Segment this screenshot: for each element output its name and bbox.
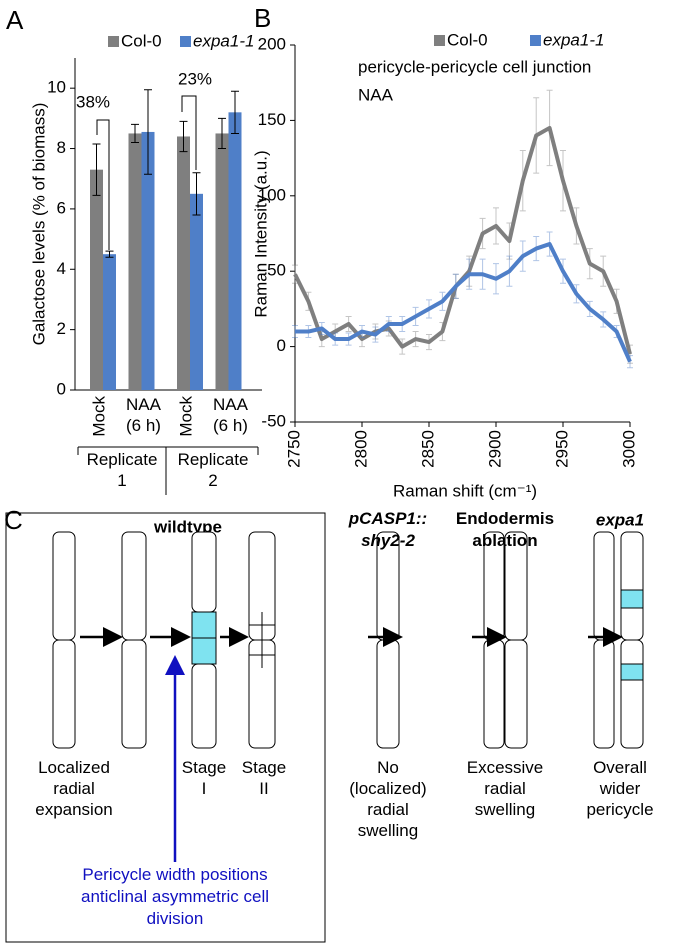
y-tick-label: 10 [47,78,66,97]
x-tick-label: 2750 [284,430,303,468]
cell-wall [249,612,275,668]
bracket [181,95,197,170]
caption: Excessive radial swelling [466,758,544,819]
x-tick-label: 3000 [619,430,638,468]
cyan-cell [620,589,644,609]
cell [191,531,217,613]
y-tick-label: 0 [57,379,66,398]
cyan-cell [191,611,217,639]
cell [620,639,644,749]
cell [504,639,528,749]
error-bar [179,120,188,153]
cell [593,639,615,749]
group-label: Replicate 1 [86,450,158,490]
y-tick-label: -50 [261,411,286,430]
y-tick-label: 0 [277,336,286,355]
y-tick-label: 4 [57,259,66,278]
caption: Stage II [241,758,287,798]
group-title: expa1 [596,510,644,529]
cell [121,531,147,641]
legend-swatch [108,36,119,47]
bar [128,133,142,391]
panel-label: C [4,505,23,535]
bar [103,254,116,390]
caption: Overall wider pericycle [586,758,654,819]
cell [191,663,217,749]
x-tick-label: NAA (6 h) [126,395,161,435]
bar [190,193,203,390]
cell [52,531,76,641]
cell [121,639,147,749]
series-line [295,242,632,363]
bar [90,169,103,390]
legend-swatch [434,35,445,46]
caption: Localized radial expansion [35,758,113,819]
annotation: pericycle-pericycle cell junction [358,57,591,76]
panel-label: B [254,3,271,33]
y-axis-label: Galactose levels (% of biomass) [29,103,48,346]
y-tick-label: 6 [57,198,66,217]
error-bar [92,143,101,196]
error-bar [192,172,201,216]
error-bar [231,90,239,134]
caption: No (localized) radial swelling [349,758,427,840]
cell [620,531,644,641]
caption: Stage I [181,758,227,798]
bar [141,131,155,391]
cell [483,639,505,749]
cell [376,639,400,749]
legend-label: expa1-1 [543,30,604,49]
annotation: 23% [178,69,212,88]
annotation: 38% [76,92,110,111]
x-axis-label: Raman shift (cm⁻¹) [393,481,537,500]
y-tick-label: 150 [258,110,286,129]
x-tick-label: Mock [89,396,108,437]
cell [593,531,615,641]
group-label: Replicate 2 [177,450,249,490]
legend-swatch [530,35,541,46]
x-tick-label: 2900 [485,430,504,468]
x-tick-label: 2950 [552,430,571,468]
annotation: NAA [358,85,394,104]
x-tick-label: NAA (6 h) [213,395,248,435]
legend-swatch [180,36,191,47]
panel-label: A [6,5,24,35]
cyan-cell [620,663,644,681]
y-tick-label: 200 [258,34,286,53]
error-bar [105,250,114,258]
x-tick-label: Mock [176,396,195,437]
error-bar [144,89,152,175]
legend-label: Col-0 [447,30,488,49]
series-line [293,125,632,355]
y-tick-label: 50 [267,261,286,280]
bar [177,136,190,390]
legend-label: Col-0 [121,31,162,50]
bar [215,133,229,391]
y-tick-label: 8 [57,138,66,157]
bar [228,112,242,390]
bracket [96,119,110,250]
cell [52,639,76,749]
y-axis-label: Raman Intensity (a.u.) [251,150,270,317]
group-divider [77,446,259,495]
cyan-cell [191,637,217,665]
legend-label: expa1-1 [193,31,254,50]
x-tick-label: 2850 [418,430,437,468]
wildtype-box [5,512,326,943]
error-bar [218,117,226,150]
group-title: pCASP1:: shy2-2 [348,509,428,550]
group-title: Endodermis ablation [455,509,555,550]
error-bar [131,123,139,144]
y-tick-label: 2 [57,319,66,338]
note: Pericycle width positions anticlinal asy… [81,865,269,928]
y-tick-label: 100 [258,185,286,204]
x-tick-label: 2800 [351,430,370,468]
